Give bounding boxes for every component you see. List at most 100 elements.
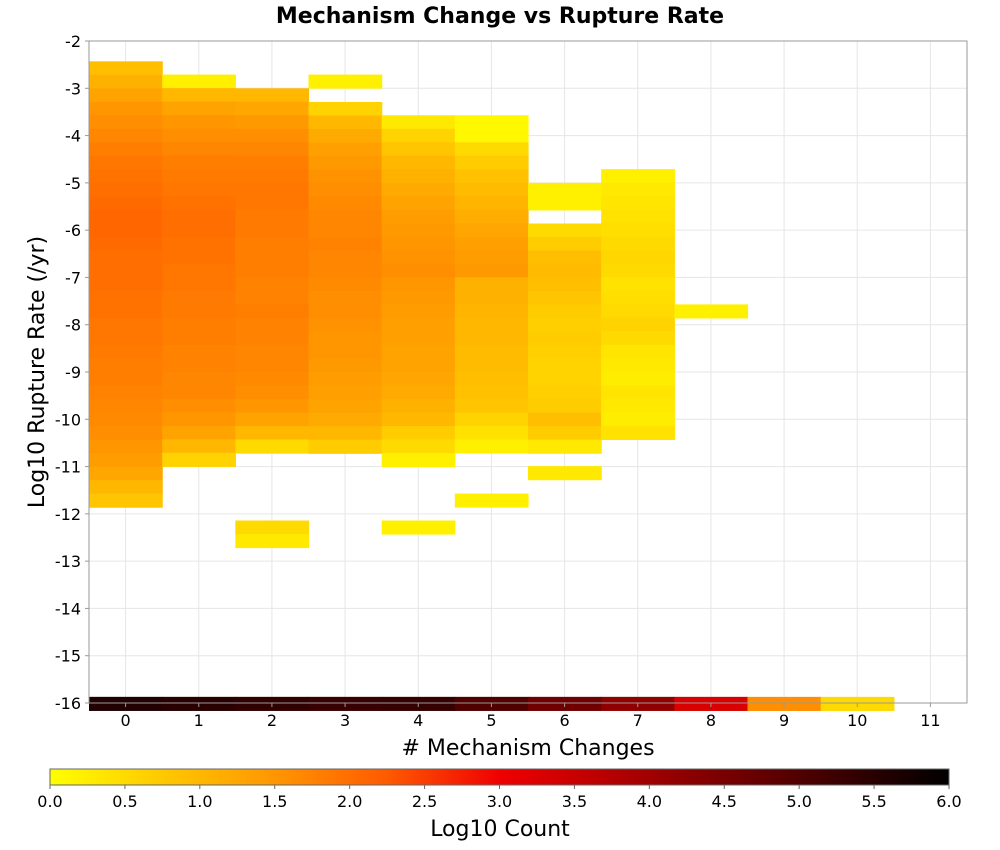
y-tick-label: -10 <box>55 410 81 429</box>
y-tick-label: -12 <box>55 505 81 524</box>
heatmap-cell <box>381 358 456 373</box>
heatmap-cell <box>89 169 163 184</box>
heatmap-cell <box>308 129 383 144</box>
heatmap-cell <box>235 439 310 454</box>
heatmap-cell <box>454 263 529 278</box>
heatmap-cell <box>308 156 383 171</box>
heatmap-cell <box>162 277 236 292</box>
y-axis-ticks: -2 -3 -4 -5 -6 -7 -8 -9 -10 -11 -12 -13 -14 -15 -16 <box>55 32 89 713</box>
heatmap-cell <box>162 425 236 440</box>
heatmap-cell <box>162 101 236 116</box>
heatmap-cell <box>235 290 310 306</box>
heatmap-cell <box>89 128 163 143</box>
heatmap-cell <box>89 372 163 387</box>
heatmap-cell <box>162 223 236 238</box>
heatmap-cell <box>89 304 163 319</box>
y-tick-label: -2 <box>65 32 81 51</box>
x-tick-label: 1 <box>194 711 204 730</box>
heatmap-cell <box>381 250 456 265</box>
heatmap-cell <box>454 493 529 508</box>
heatmap-cell <box>454 182 529 197</box>
heatmap-cell <box>381 182 456 197</box>
colorbar-tick-label: 5.0 <box>786 792 811 811</box>
heatmap-cell <box>308 291 383 306</box>
y-tick-label: -3 <box>65 79 81 98</box>
x-tick-label: 4 <box>413 711 423 730</box>
heatmap-cell <box>601 371 675 386</box>
heatmap-cell <box>308 210 383 225</box>
heatmap-cell <box>89 250 163 265</box>
y-tick-label: -7 <box>65 268 81 287</box>
y-tick-label: -11 <box>55 458 81 477</box>
heatmap-cell <box>381 371 456 387</box>
heatmap-cell <box>528 412 602 427</box>
heatmap-cell <box>89 182 163 198</box>
x-tick-label: 10 <box>847 711 867 730</box>
heatmap-cell <box>601 358 675 373</box>
heatmap-cell <box>528 358 602 373</box>
x-axis-label: # Mechanism Changes <box>401 736 654 761</box>
heatmap-cell <box>89 88 163 103</box>
heatmap-cell <box>381 412 456 427</box>
heatmap-cell <box>89 277 163 292</box>
heatmap-cell <box>235 399 310 414</box>
heatmap-cell <box>162 385 236 400</box>
heatmap-cell <box>601 263 675 278</box>
heatmap-cell <box>89 196 163 211</box>
x-tick-label: 5 <box>486 711 496 730</box>
heatmap-cell <box>308 142 383 157</box>
y-tick-label: -13 <box>55 552 81 571</box>
heatmap-cell <box>454 398 529 414</box>
heatmap-cell <box>308 250 383 265</box>
heatmap-cell <box>381 439 456 454</box>
heatmap-cell <box>528 372 602 387</box>
heatmap-cell <box>528 318 602 333</box>
heatmap-cell <box>454 317 529 332</box>
heatmap-cell <box>454 290 529 305</box>
heatmap-cell <box>235 317 310 333</box>
heatmap-cell <box>528 331 602 346</box>
heatmap-cell <box>235 331 310 346</box>
x-tick-label: 2 <box>267 711 277 730</box>
heatmap-cell <box>308 169 383 184</box>
colorbar-tick-label: 3.0 <box>487 792 512 811</box>
heatmap-cell <box>528 291 602 306</box>
heatmap-cell <box>162 236 236 251</box>
heatmap-cell <box>162 250 236 265</box>
heatmap-cell <box>601 412 675 427</box>
heatmap-cell <box>235 250 310 265</box>
heatmap-cell <box>162 290 236 305</box>
heatmap-cell <box>308 426 383 441</box>
heatmap-cell <box>381 385 456 400</box>
heatmap-cell <box>235 101 310 116</box>
heatmap-cell <box>162 304 236 319</box>
heatmap-cell <box>235 182 310 197</box>
heatmap-cell <box>308 223 383 238</box>
heatmap-cell <box>235 533 310 549</box>
heatmap-cell <box>601 331 675 346</box>
colorbar-tick-label: 2.0 <box>337 792 362 811</box>
heatmap-cell <box>162 344 236 359</box>
heatmap-cell <box>601 250 675 265</box>
heatmap-cell <box>381 277 456 292</box>
heatmap-cell <box>601 209 675 224</box>
heatmap-cell <box>235 385 310 400</box>
heatmap-cell <box>528 250 602 265</box>
heatmap-cell <box>162 209 236 224</box>
heatmap-cell <box>308 74 383 89</box>
colorbar-tick-label: 2.5 <box>412 792 437 811</box>
heatmap-cell <box>308 412 383 427</box>
heatmap-cell <box>308 196 383 211</box>
heatmap-cell <box>308 439 383 454</box>
y-tick-label: -9 <box>65 363 81 382</box>
heatmap-cell <box>528 182 602 197</box>
heatmap-cell <box>601 385 675 400</box>
heatmap-cell <box>235 209 310 224</box>
y-axis-label: Log10 Rupture Rate (/yr) <box>25 236 50 508</box>
colorbar-tick-label: 4.5 <box>712 792 737 811</box>
colorbar-tick-label: 3.5 <box>562 792 587 811</box>
heatmap-cell <box>235 169 310 184</box>
heatmap-cell <box>235 155 310 170</box>
heatmap-cell <box>89 115 163 130</box>
heatmap-cell <box>528 304 602 319</box>
